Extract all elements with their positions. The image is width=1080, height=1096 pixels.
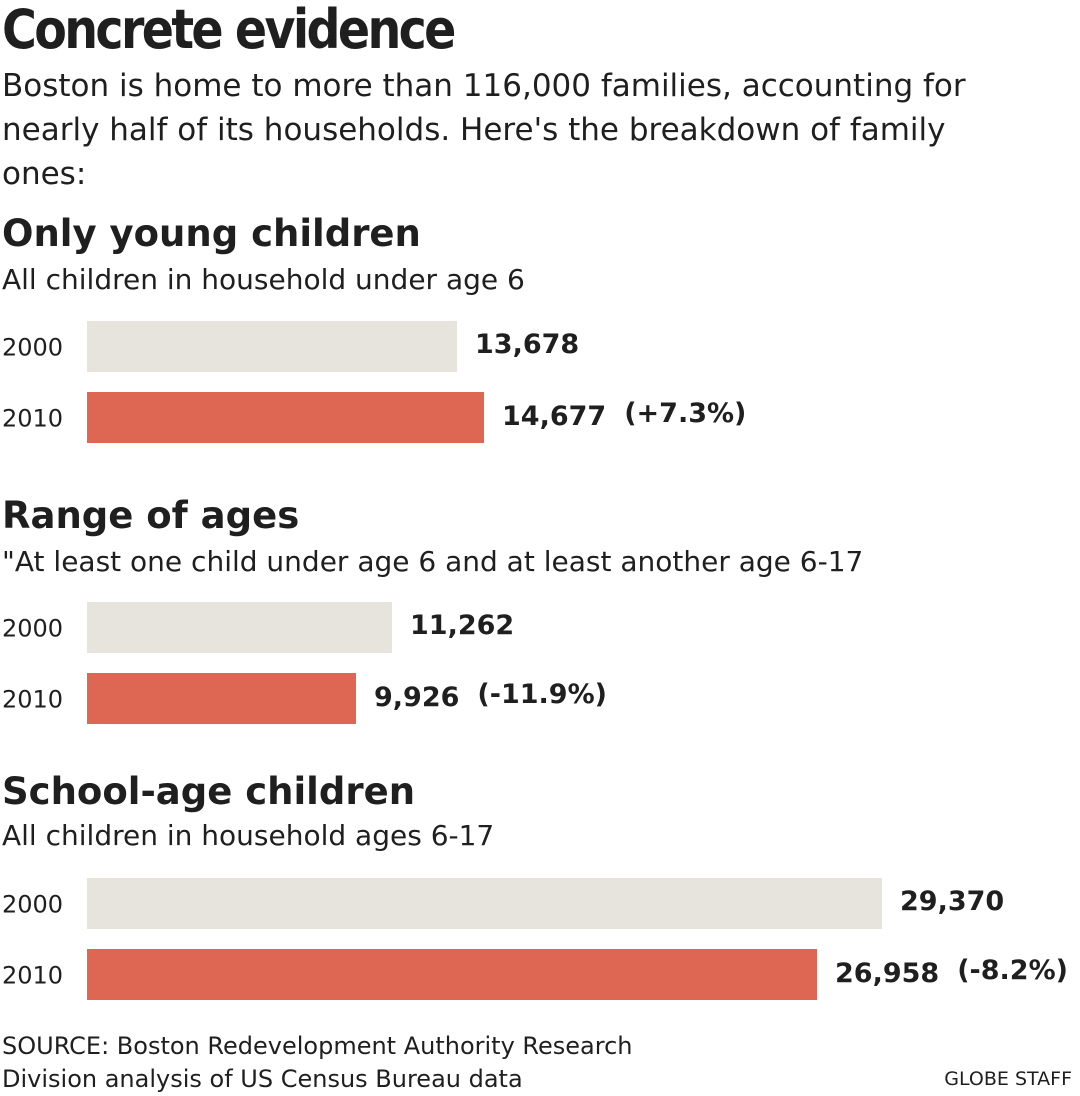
change-label-2010: (+7.3%) xyxy=(624,398,746,429)
chart-young-children: 2000 13,678 2010 14,677 (+7.3%) xyxy=(2,321,746,443)
value-label-2000: 13,678 xyxy=(475,329,579,360)
value-label-2010: 9,926 xyxy=(374,682,459,713)
value-label-2010: 26,958 xyxy=(835,958,939,989)
value-label-2000: 29,370 xyxy=(900,886,1004,917)
year-label-2010: 2010 xyxy=(2,405,63,433)
credit-label: GLOBE STAFF xyxy=(944,1068,1072,1090)
bar-2010 xyxy=(87,673,356,724)
year-label-2000: 2000 xyxy=(2,615,63,643)
change-label-2010: (-11.9%) xyxy=(477,679,607,710)
section-subtitle-young-children: All children in household under age 6 xyxy=(2,263,525,296)
value-label-2000: 11,262 xyxy=(410,610,514,641)
source-line-2: Division analysis of US Census Bureau da… xyxy=(2,1065,523,1093)
year-label-2010: 2010 xyxy=(2,962,63,990)
bar-2010 xyxy=(87,949,817,1000)
section-title-range-of-ages: Range of ages xyxy=(2,494,300,537)
bar-2000 xyxy=(87,602,392,653)
section-subtitle-school-age: All children in household ages 6-17 xyxy=(2,819,495,852)
value-label-2010: 14,677 xyxy=(502,401,606,432)
section-title-young-children: Only young children xyxy=(2,212,421,255)
bar-2000 xyxy=(87,321,457,372)
year-label-2000: 2000 xyxy=(2,891,63,919)
chart-title: Concrete evidence xyxy=(2,0,456,61)
change-label-2010: (-8.2%) xyxy=(957,955,1068,986)
bar-2000 xyxy=(87,878,882,929)
chart-school-age: 2000 29,370 2010 26,958 (-8.2%) xyxy=(2,878,1068,1000)
source-line-1: SOURCE: Boston Redevelopment Authority R… xyxy=(2,1032,633,1060)
year-label-2000: 2000 xyxy=(2,334,63,362)
section-subtitle-range-of-ages: "At least one child under age 6 and at l… xyxy=(2,545,864,578)
bar-2010 xyxy=(87,392,484,443)
source-note: SOURCE: Boston Redevelopment Authority R… xyxy=(2,1030,633,1096)
year-label-2010: 2010 xyxy=(2,686,63,714)
intro-text: Boston is home to more than 116,000 fami… xyxy=(2,68,966,192)
section-title-school-age: School-age children xyxy=(2,770,416,813)
chart-range-of-ages: 2000 11,262 2010 9,926 (-11.9%) xyxy=(2,602,607,724)
